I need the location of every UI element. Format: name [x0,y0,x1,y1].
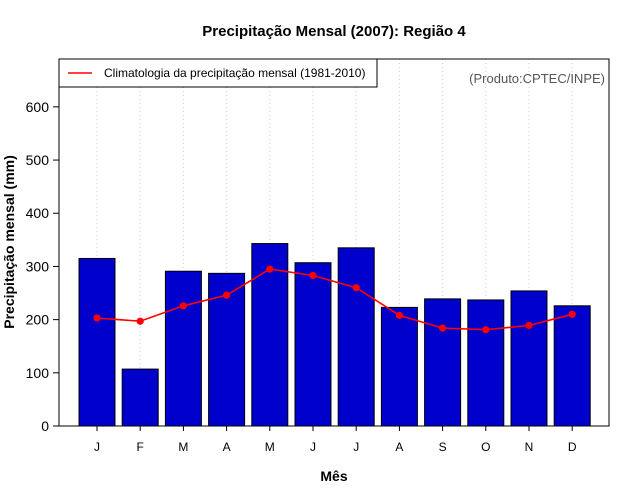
x-tick-label-A: A [223,440,231,454]
x-tick-label-A: A [395,440,403,454]
x-axis-label: Mês [320,468,347,484]
y-axis: 0 100 200 300 400 500 600 [26,99,59,434]
climatology-point [309,271,317,280]
bar-S [424,298,462,427]
y-tick-label: 300 [26,258,50,274]
climatology-point [223,291,231,299]
x-tick-label-M: M [178,440,188,454]
climatology-point [93,314,101,322]
chart-title: Precipitação Mensal (2007): Região 4 [202,23,466,40]
climatology-line [93,265,576,334]
bars [78,243,591,427]
bar-D [553,305,591,427]
x-tick-label-S: S [439,440,447,454]
bar-J [294,262,332,427]
y-tick-label: 400 [26,205,50,221]
x-tick-label-J: J [310,440,316,454]
bar-J [78,257,116,427]
x-tick-label-O: O [481,440,490,454]
x-tick-label-N: N [525,440,534,454]
climatology-point [179,302,187,310]
climatology-point [395,311,403,319]
climatology-point [568,310,576,318]
bar-J [337,247,375,427]
climatology-point [439,324,447,332]
climatology-polyline [96,268,573,331]
x-tick-label-F: F [137,440,144,454]
bar-O [467,299,505,427]
legend-entry-climatology: Climatologia da precipitação mensal (198… [104,66,365,80]
x-tick-label-D: D [568,440,577,454]
bar-A [380,306,418,427]
bar-M [164,270,202,427]
y-tick-label: 500 [26,152,50,168]
y-tick-label: 100 [26,365,50,381]
bar-M [251,243,289,427]
bar-N [510,290,548,427]
x-tick-label-J: J [94,440,100,454]
legend-box [58,58,378,88]
climatology-point [266,265,274,273]
credit-annotation: (Produto:CPTEC/INPE) [469,71,605,86]
y-axis-label: Precipitação mensal (mm) [1,155,17,329]
x-tick-label-J: J [353,440,359,454]
climatology-point [352,284,360,292]
bar-F [121,368,159,427]
climatology-point [525,321,533,330]
y-tick-label: 200 [26,312,50,328]
x-tick-label-M: M [265,440,275,454]
y-tick-label: 600 [26,99,50,115]
y-tick-label: 0 [41,418,49,434]
legend: Climatologia da precipitação mensal (198… [58,58,378,88]
climatology-point [136,317,144,325]
climatology-point [482,326,490,334]
